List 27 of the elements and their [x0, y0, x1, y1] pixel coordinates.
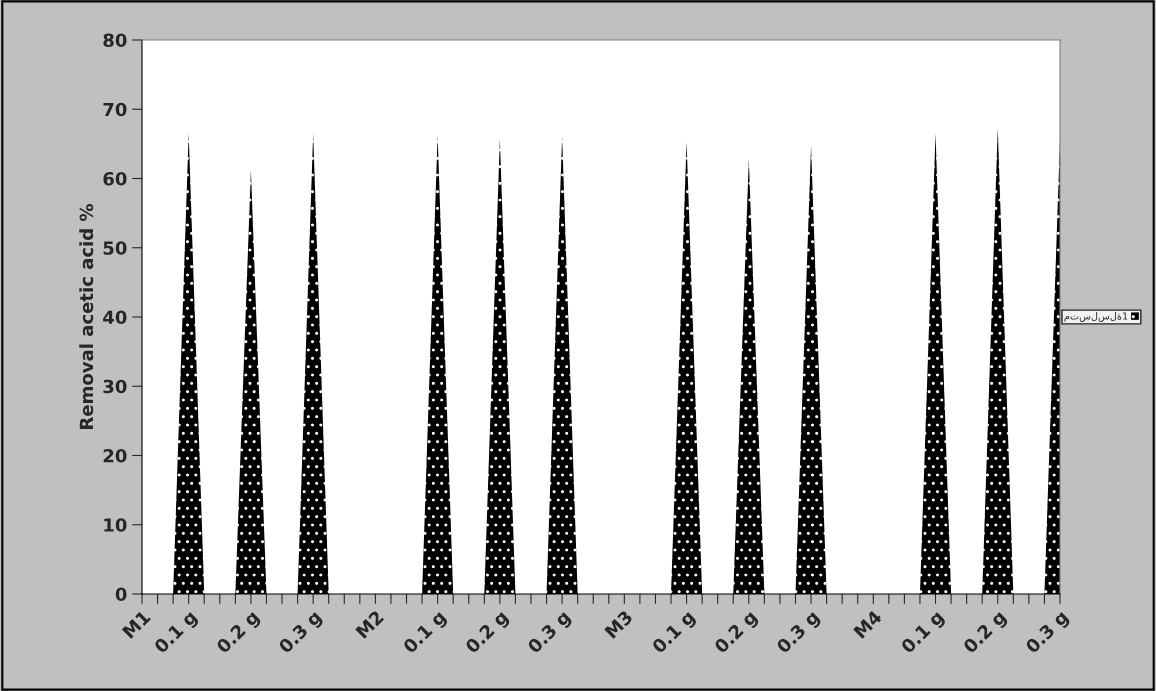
x-tick-label: 0.1 g: [153, 609, 200, 657]
legend-label: متسلسلة1: [1064, 312, 1128, 322]
x-tick-label: M4: [853, 609, 883, 639]
x-tick-label: 0.3 g: [526, 609, 574, 657]
x-tick-label: M1: [121, 609, 151, 639]
y-tick-label: 10: [104, 518, 127, 532]
x-tick-label: 0.3 g: [1024, 609, 1072, 657]
x-tick-label: 0.3 g: [277, 609, 325, 657]
y-tick-label: 70: [103, 102, 127, 117]
y-tick-label: 30: [103, 379, 127, 394]
x-tick-label: 0.2 g: [713, 609, 761, 657]
x-tick-label: 0.3 g: [775, 609, 823, 657]
x-tick-label: M3: [604, 609, 634, 639]
y-tick-label: 20: [103, 448, 127, 463]
x-tick-label: 0.2 g: [962, 609, 1010, 657]
x-tick-label: 0.1 g: [402, 609, 449, 657]
y-tick-label: 50: [103, 241, 127, 255]
x-tick-label: 0.2 g: [464, 609, 512, 657]
y-tick-label: 80: [103, 33, 127, 48]
y-tick-label: 40: [103, 310, 127, 325]
x-tick-label: 0.1 g: [651, 609, 698, 657]
y-axis-title: Removal acetic acid %: [79, 204, 94, 429]
x-tick-label: 0.2 g: [215, 609, 263, 657]
x-tick-label: 0.1 g: [900, 609, 947, 657]
y-tick-label: 60: [103, 171, 127, 186]
x-tick-label: M2: [355, 609, 384, 639]
y-tick-label: 0: [115, 587, 127, 602]
